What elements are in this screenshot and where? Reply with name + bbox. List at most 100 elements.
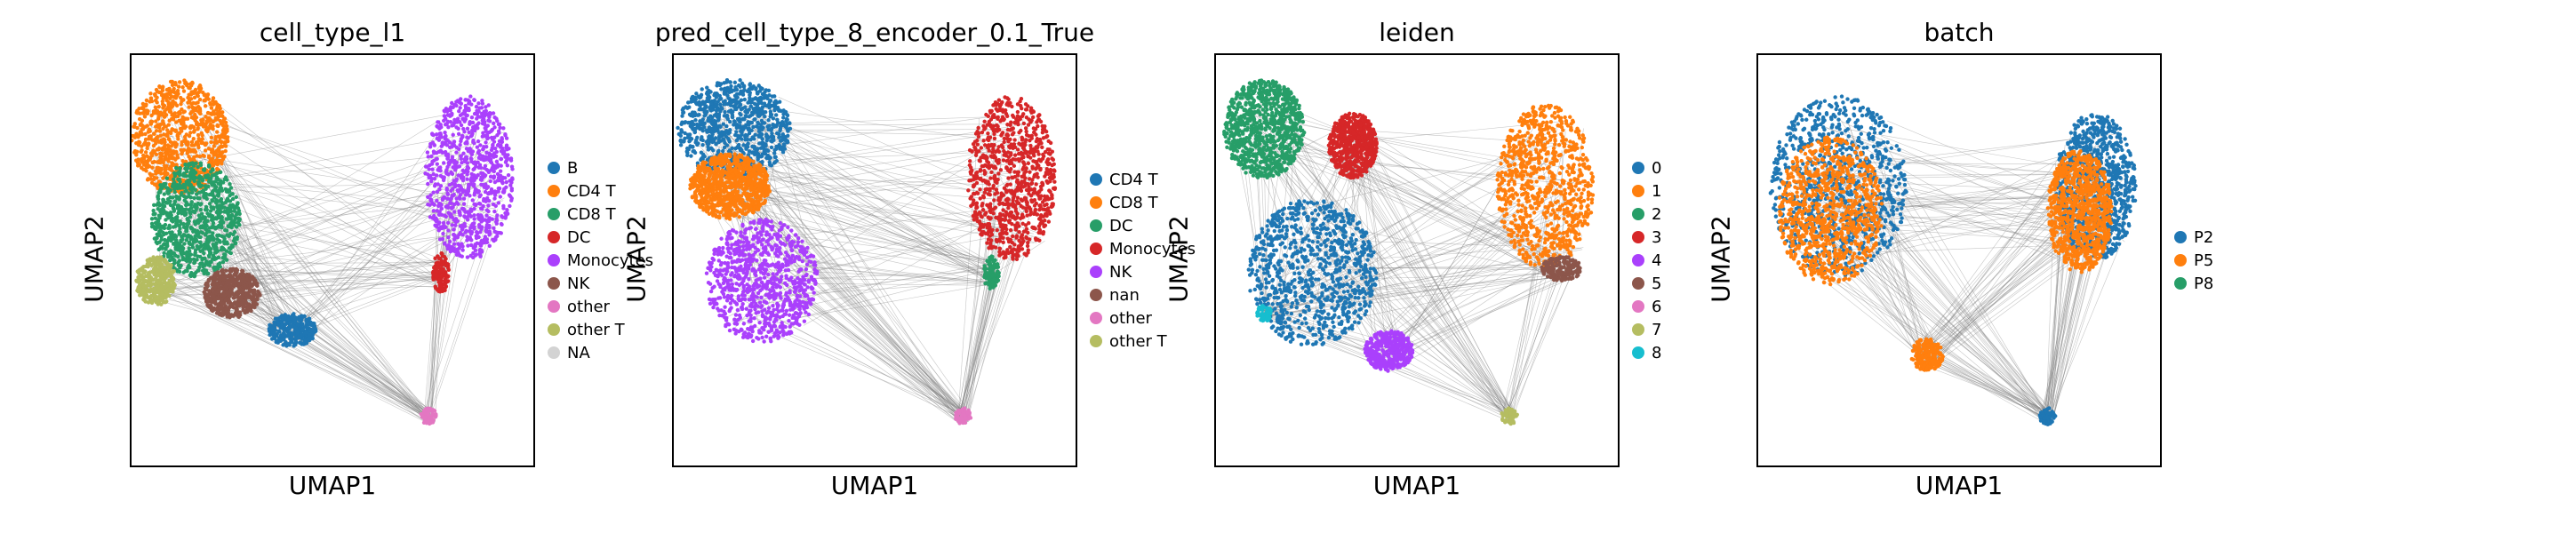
data-point bbox=[470, 255, 476, 259]
data-point bbox=[193, 106, 197, 110]
data-point bbox=[244, 292, 249, 298]
connection-line bbox=[279, 257, 443, 328]
data-point bbox=[145, 123, 149, 128]
data-point bbox=[465, 161, 470, 165]
data-point bbox=[229, 213, 234, 218]
data-point bbox=[203, 286, 208, 290]
connection-line bbox=[751, 129, 1010, 131]
data-point bbox=[156, 105, 161, 109]
data-point bbox=[163, 110, 167, 115]
data-point bbox=[486, 203, 491, 208]
data-point bbox=[439, 212, 444, 218]
data-point bbox=[452, 210, 457, 214]
connection-line bbox=[958, 282, 996, 417]
data-point bbox=[477, 251, 483, 256]
connection-line bbox=[293, 274, 448, 336]
data-point bbox=[156, 146, 162, 151]
data-point bbox=[220, 114, 225, 119]
data-point bbox=[219, 286, 223, 291]
data-point bbox=[211, 223, 215, 228]
data-point bbox=[159, 284, 164, 289]
connection-line bbox=[297, 320, 429, 419]
data-point bbox=[281, 333, 285, 338]
data-point bbox=[460, 116, 465, 122]
data-point bbox=[159, 262, 164, 266]
legend-item: DC bbox=[548, 226, 653, 249]
connection-line bbox=[724, 145, 988, 279]
connection-line bbox=[230, 276, 436, 305]
data-point bbox=[148, 91, 153, 96]
data-point bbox=[467, 130, 471, 135]
data-point bbox=[233, 241, 238, 246]
data-point bbox=[438, 173, 444, 179]
data-point bbox=[204, 115, 208, 119]
data-point bbox=[175, 269, 180, 274]
data-point bbox=[460, 168, 465, 173]
data-point bbox=[204, 192, 209, 197]
data-point bbox=[216, 290, 220, 294]
data-point bbox=[463, 230, 468, 235]
connection-line bbox=[292, 158, 458, 327]
data-point bbox=[447, 239, 452, 244]
data-point bbox=[170, 113, 174, 117]
connection-line bbox=[741, 154, 994, 275]
data-point bbox=[240, 299, 244, 304]
data-point bbox=[153, 216, 157, 220]
connection-line bbox=[230, 220, 457, 309]
data-point bbox=[503, 131, 508, 137]
data-point bbox=[283, 322, 288, 327]
data-point bbox=[436, 228, 441, 233]
data-point bbox=[201, 263, 206, 267]
data-point bbox=[492, 125, 497, 130]
data-point bbox=[198, 224, 204, 229]
data-point bbox=[439, 263, 444, 267]
data-point bbox=[471, 138, 476, 143]
data-point bbox=[183, 138, 188, 142]
data-point bbox=[288, 320, 292, 325]
data-point bbox=[164, 171, 170, 177]
data-point bbox=[156, 206, 160, 211]
data-point bbox=[500, 136, 504, 140]
data-point bbox=[177, 80, 182, 84]
data-point bbox=[228, 231, 233, 236]
data-point bbox=[477, 153, 483, 157]
connection-line bbox=[769, 138, 988, 284]
data-point bbox=[293, 342, 298, 347]
y-axis-label: UMAP2 bbox=[79, 215, 109, 303]
data-point bbox=[132, 122, 138, 126]
data-point bbox=[174, 149, 179, 155]
data-point bbox=[205, 271, 210, 276]
data-point bbox=[300, 322, 305, 327]
data-point bbox=[446, 160, 451, 165]
data-point bbox=[233, 218, 237, 222]
data-point bbox=[159, 211, 164, 215]
data-point bbox=[430, 216, 436, 220]
connection-line bbox=[165, 144, 432, 413]
data-point bbox=[466, 170, 470, 174]
data-point bbox=[175, 248, 180, 252]
data-point bbox=[192, 195, 196, 201]
data-point bbox=[188, 131, 193, 135]
data-point bbox=[176, 206, 180, 211]
data-point bbox=[202, 195, 207, 200]
data-point bbox=[155, 268, 159, 273]
data-point bbox=[211, 231, 215, 235]
data-point bbox=[213, 115, 218, 121]
data-point bbox=[453, 223, 458, 227]
data-point bbox=[169, 270, 174, 274]
data-point bbox=[434, 173, 439, 178]
data-point bbox=[141, 277, 146, 282]
data-point bbox=[146, 300, 151, 305]
data-point bbox=[152, 131, 156, 137]
connection-line bbox=[170, 293, 430, 422]
data-point bbox=[192, 143, 196, 147]
data-point bbox=[186, 218, 190, 222]
data-point bbox=[207, 229, 212, 235]
data-point bbox=[478, 229, 483, 235]
data-point bbox=[177, 184, 182, 189]
data-point bbox=[781, 115, 786, 120]
connection-line bbox=[716, 108, 726, 131]
data-point bbox=[765, 124, 771, 129]
connection-line bbox=[732, 264, 996, 322]
data-point bbox=[509, 187, 515, 191]
